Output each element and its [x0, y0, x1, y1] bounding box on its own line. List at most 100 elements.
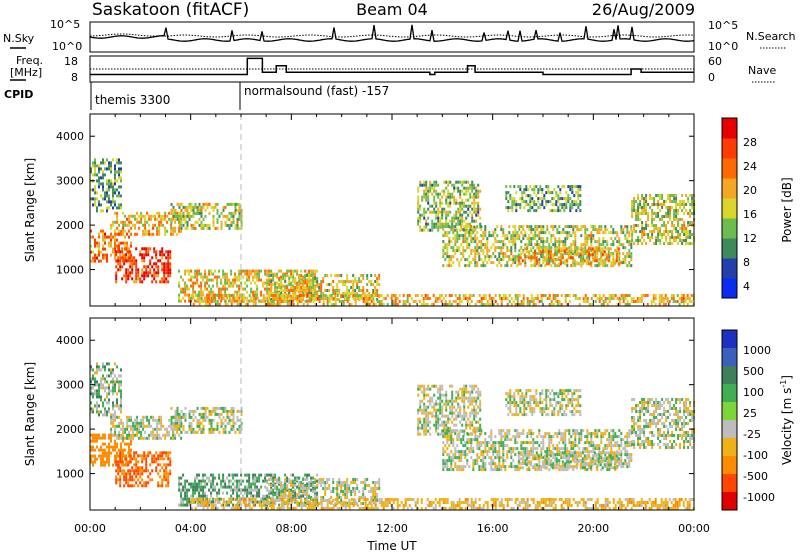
- echo-cell: [447, 204, 450, 208]
- echo-cell: [607, 247, 610, 251]
- echo-cell: [94, 259, 96, 263]
- echo-cell: [278, 269, 281, 273]
- echo-cell: [92, 392, 94, 396]
- echo-cell: [585, 262, 588, 266]
- echo-cell: [462, 228, 465, 232]
- echo-cell: [471, 207, 474, 211]
- echo-cell: [190, 430, 193, 434]
- echo-cell: [104, 241, 106, 245]
- echo-cell: [151, 469, 154, 473]
- echo-cell: [212, 214, 215, 218]
- echo-cell: [677, 212, 680, 215]
- echo-cell: [108, 407, 110, 411]
- echo-cell: [135, 457, 138, 461]
- echo-cell: [567, 253, 570, 257]
- echo-cell: [166, 433, 169, 437]
- echo-cell: [165, 463, 168, 467]
- echo-cell: [678, 303, 681, 306]
- echo-cell: [602, 231, 605, 235]
- echo-cell: [300, 298, 303, 301]
- echo-cell: [537, 247, 540, 251]
- echo-cell: [547, 250, 550, 254]
- echo-cell: [208, 296, 211, 300]
- echo-cell: [579, 203, 582, 207]
- echo-cell: [142, 232, 145, 236]
- echo-cell: [298, 287, 301, 291]
- echo-cell: [138, 214, 141, 218]
- echo-cell: [220, 220, 223, 224]
- echo-cell: [174, 427, 177, 431]
- echo-cell: [230, 223, 233, 227]
- echo-cell: [464, 249, 467, 253]
- echo-cell: [473, 201, 476, 205]
- echo-cell: [474, 252, 477, 256]
- echo-cell: [190, 482, 193, 486]
- echo-cell: [506, 249, 509, 253]
- echo-cell: [338, 292, 341, 295]
- echo-cell: [657, 203, 660, 206]
- echo-cell: [608, 300, 611, 303]
- echo-cell: [153, 277, 156, 281]
- echo-cell: [141, 484, 144, 488]
- echo-cell: [673, 239, 676, 242]
- echo-cell: [519, 262, 522, 266]
- echo-cell: [515, 200, 518, 204]
- echo-cell: [194, 430, 197, 434]
- echo-cell: [318, 297, 321, 300]
- echo-cell: [192, 491, 195, 495]
- echo-cell: [484, 243, 487, 247]
- echo-cell: [453, 213, 456, 217]
- echo-cell: [451, 222, 454, 226]
- echo-cell: [477, 195, 480, 199]
- echo-cell: [123, 463, 126, 467]
- echo-cell: [104, 448, 106, 452]
- echo-cell: [468, 294, 471, 297]
- echo-cell: [446, 264, 449, 268]
- echo-cell: [278, 303, 281, 306]
- echo-cell: [135, 277, 138, 281]
- echo-cell: [472, 240, 475, 244]
- echo-cell: [352, 280, 355, 283]
- echo-cell: [498, 294, 501, 297]
- echo-cell: [398, 294, 401, 297]
- echo-cell: [208, 476, 211, 480]
- echo-cell: [429, 204, 432, 208]
- echo-cell: [194, 269, 197, 273]
- echo-cell: [449, 201, 452, 205]
- echo-cell: [482, 249, 485, 253]
- echo-cell: [685, 230, 688, 233]
- echo-cell: [206, 226, 209, 230]
- echo-cell: [125, 475, 128, 479]
- echo-cell: [569, 188, 572, 192]
- echo-cell: [306, 281, 309, 285]
- echo-cell: [188, 427, 191, 431]
- echo-cell: [141, 457, 144, 461]
- echo-cell: [286, 298, 289, 301]
- echo-cell: [164, 232, 167, 236]
- echo-cell: [240, 300, 243, 303]
- echo-cell: [479, 225, 482, 229]
- nave-label: Nave: [748, 64, 776, 77]
- echo-cell: [419, 216, 422, 220]
- echo-cell: [194, 211, 197, 215]
- echo-cell: [298, 280, 301, 283]
- echo-cell: [394, 300, 397, 303]
- echo-cell: [176, 214, 179, 218]
- echo-cell: [425, 192, 428, 196]
- echo-cell: [268, 274, 271, 277]
- echo-cell: [533, 209, 536, 213]
- freq-label-line1: Freq.: [16, 54, 43, 67]
- echo-cell: [344, 297, 347, 300]
- echo-cell: [94, 389, 96, 393]
- echo-cell: [594, 225, 597, 229]
- echo-cell: [218, 473, 221, 477]
- echo-cell: [473, 186, 476, 190]
- echo-cell: [124, 430, 127, 434]
- echo-cell: [474, 234, 477, 238]
- echo-cell: [529, 194, 532, 198]
- echo-cell: [560, 231, 563, 235]
- echo-cell: [244, 303, 247, 306]
- echo-cell: [210, 272, 213, 276]
- echo-cell: [125, 271, 128, 275]
